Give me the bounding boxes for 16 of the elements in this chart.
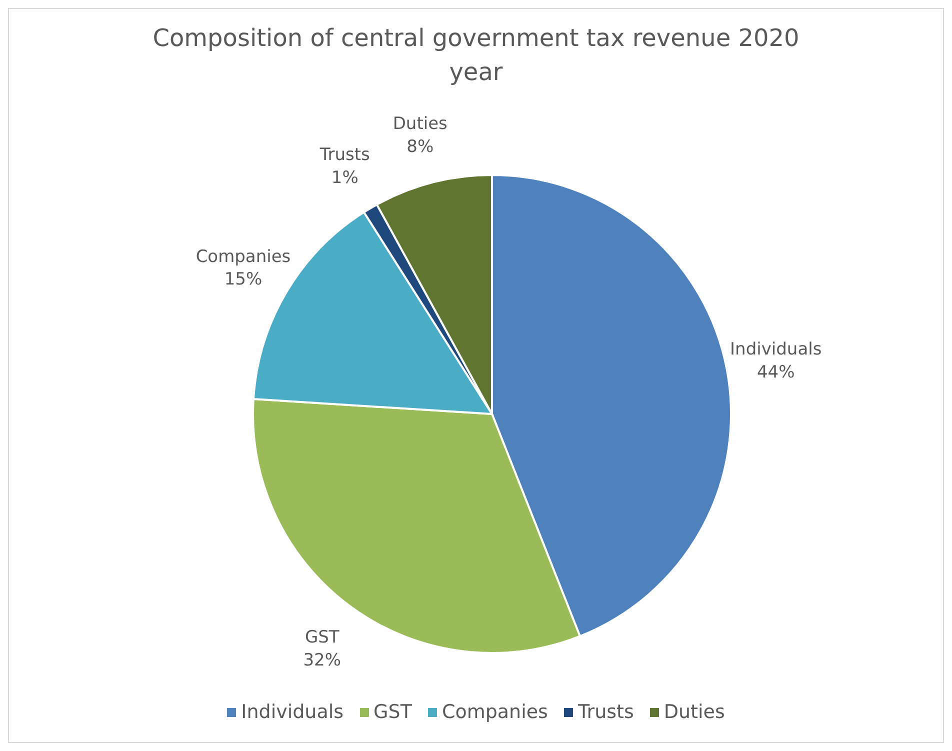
legend-label: Individuals	[240, 701, 344, 723]
legend-label: Duties	[662, 701, 725, 723]
slice-label: Individuals	[730, 340, 822, 360]
data-label: 1%	[331, 168, 358, 188]
slice-label: Duties	[392, 114, 448, 134]
data-label: 8%	[406, 136, 434, 157]
slice-label: GST	[304, 628, 340, 648]
slice-label: Companies	[196, 246, 291, 267]
legend-label: Trusts	[576, 701, 634, 723]
chart-title: Composition of central government tax revenue 2020 year	[152, 23, 800, 88]
data-label: 44%	[756, 362, 795, 383]
slice-label: Trusts	[318, 145, 370, 166]
data-label: 32%	[303, 650, 342, 671]
legend-label: Companies	[440, 701, 548, 723]
data-label: 15%	[224, 270, 262, 290]
legend-label: GST	[372, 701, 412, 723]
